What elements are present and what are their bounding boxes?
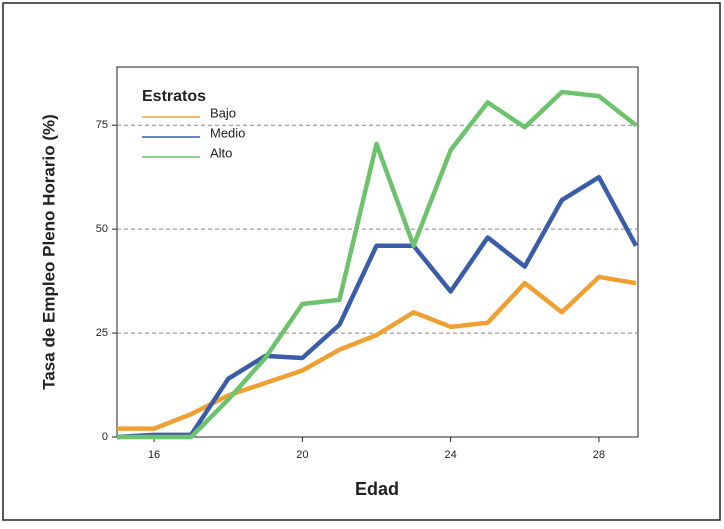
series-line: [117, 89, 638, 440]
y-tick-label: 0: [102, 431, 108, 443]
legend-title: Estratos: [142, 88, 206, 105]
legend-label: Bajo: [210, 105, 236, 120]
x-tick-label: 20: [296, 449, 308, 461]
frame: [2, 2, 721, 521]
series-line: [117, 274, 637, 431]
legend-label: Alto: [210, 145, 232, 160]
y-axis-title: Tasa de Empleo Pleno Horario (%): [39, 114, 58, 390]
legend-label: Medio: [210, 125, 245, 140]
y-tick-label: 75: [96, 119, 108, 131]
y-tick-label: 25: [96, 327, 108, 339]
plot-area: [116, 66, 639, 438]
x-axis-title: Edad: [355, 479, 399, 499]
y-tick-label: 50: [96, 223, 108, 235]
x-tick-label: 16: [148, 449, 160, 461]
x-tick-label: 28: [593, 449, 605, 461]
series-line: [116, 174, 638, 440]
x-tick-label: 24: [445, 449, 457, 461]
